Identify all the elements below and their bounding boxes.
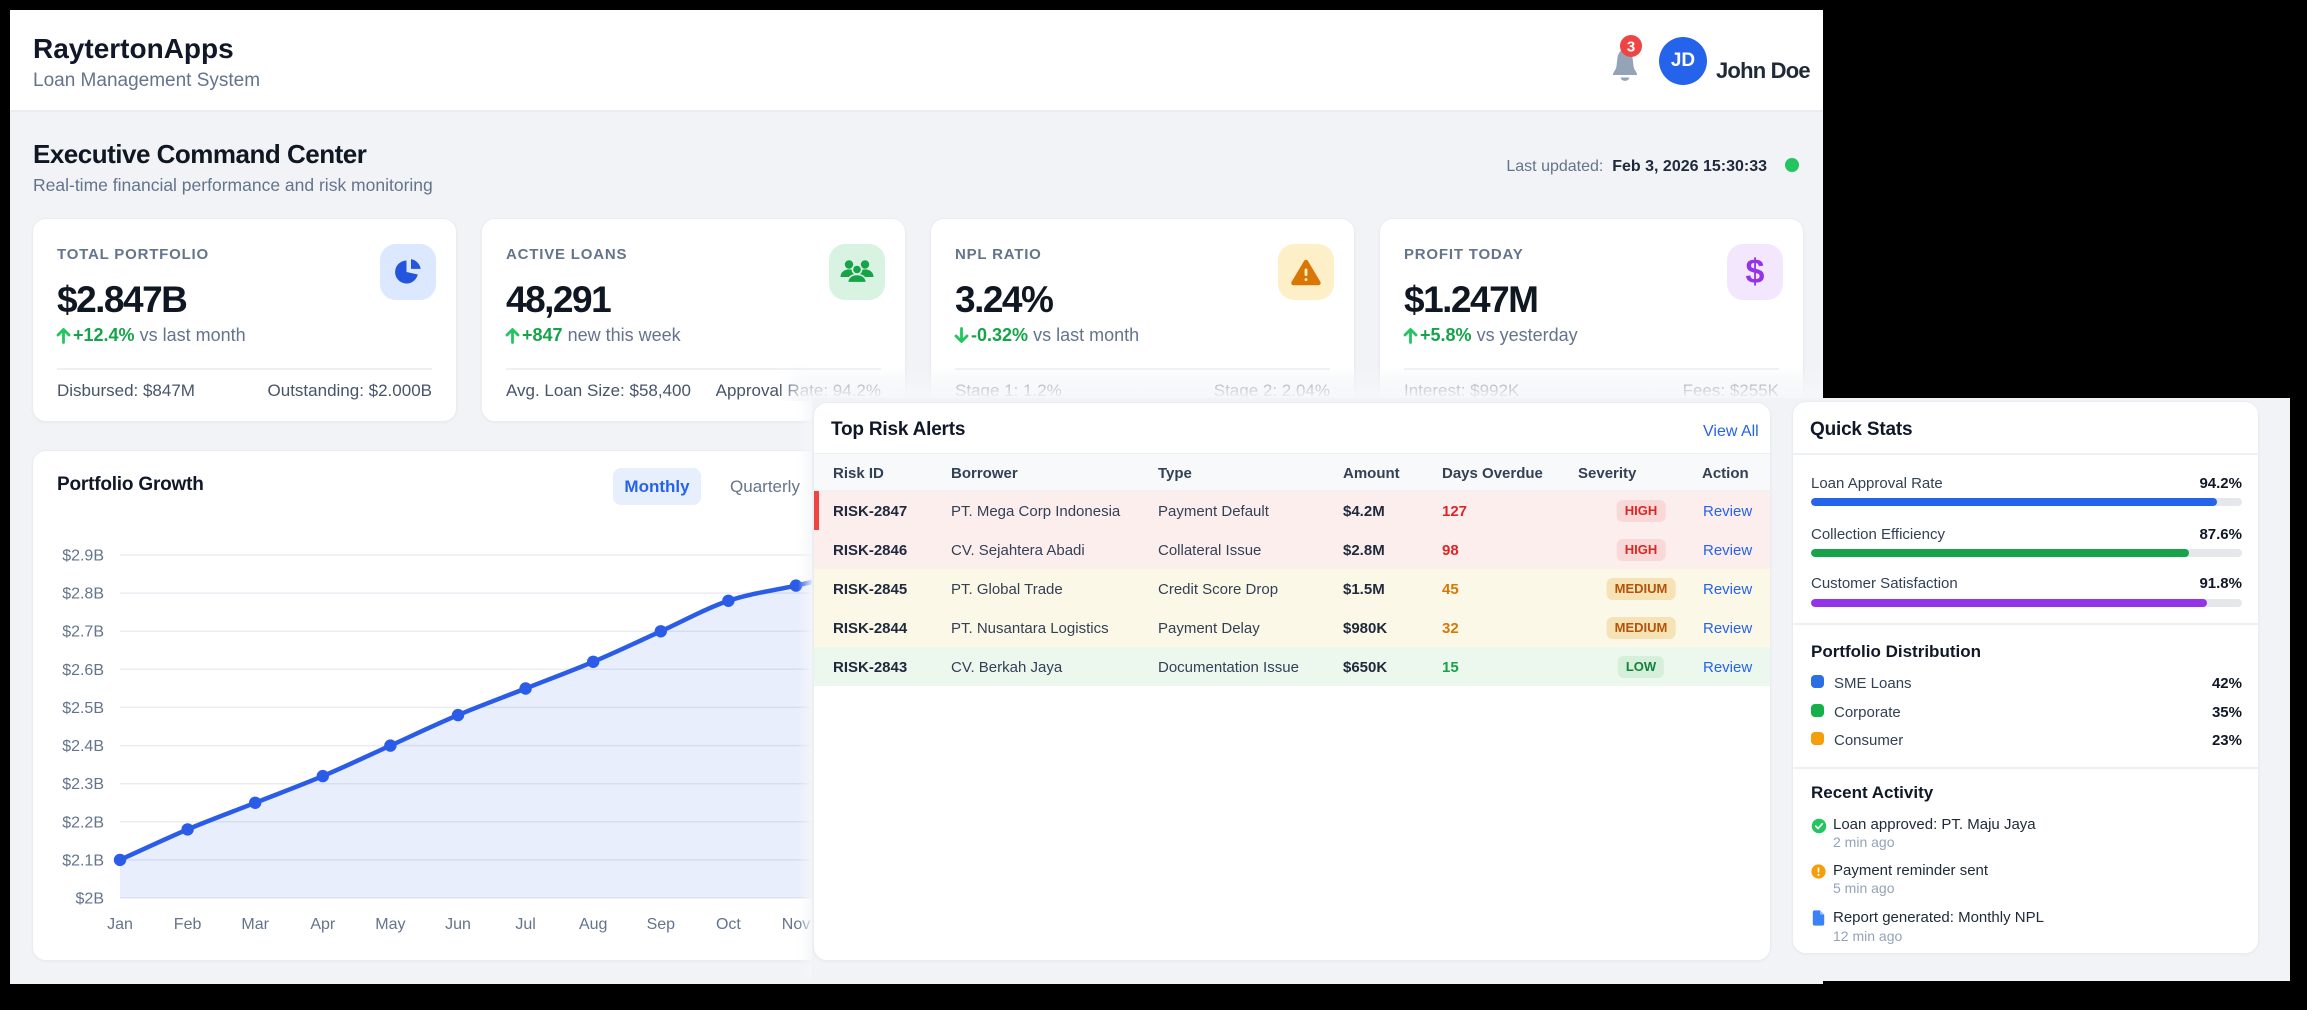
svg-text:$2B: $2B bbox=[76, 891, 104, 908]
svg-text:Aug: Aug bbox=[579, 916, 607, 933]
svg-text:$2.4B: $2.4B bbox=[62, 738, 104, 755]
svg-text:$2.3B: $2.3B bbox=[62, 776, 104, 793]
svg-text:$2.8B: $2.8B bbox=[62, 586, 104, 603]
svg-text:Jul: Jul bbox=[515, 916, 535, 933]
svg-text:Apr: Apr bbox=[310, 916, 336, 933]
svg-text:Jun: Jun bbox=[445, 916, 471, 933]
svg-text:$2.1B: $2.1B bbox=[62, 852, 104, 869]
svg-text:3: 3 bbox=[1627, 39, 1635, 56]
svg-text:$2.5B: $2.5B bbox=[62, 700, 104, 717]
svg-text:$2.9B: $2.9B bbox=[62, 548, 104, 565]
svg-text:Oct: Oct bbox=[716, 916, 741, 933]
svg-text:Jan: Jan bbox=[107, 916, 133, 933]
svg-text:$2.7B: $2.7B bbox=[62, 624, 104, 641]
svg-text:May: May bbox=[375, 916, 405, 933]
svg-text:Mar: Mar bbox=[241, 916, 269, 933]
svg-text:$2.2B: $2.2B bbox=[62, 814, 104, 831]
svg-text:$2.6B: $2.6B bbox=[62, 662, 104, 679]
svg-text:Feb: Feb bbox=[174, 916, 202, 933]
svg-text:Sep: Sep bbox=[647, 916, 676, 933]
svg-text:Nov: Nov bbox=[782, 916, 810, 933]
